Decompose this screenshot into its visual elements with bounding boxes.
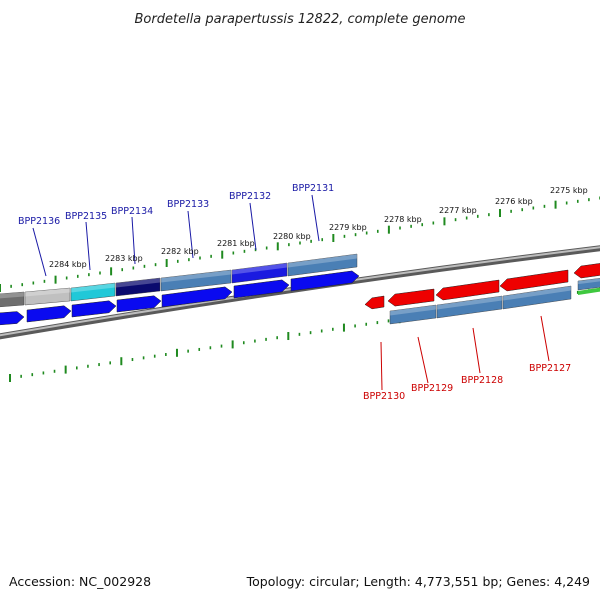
cog-bar-steel: [287, 253, 358, 277]
cog-bar-steel: [577, 278, 600, 291]
rev-gene-arrow: [499, 269, 569, 292]
cog-bar-silver-shine: [25, 288, 70, 297]
cog-bar-steel: [436, 295, 503, 319]
cog-bar-green: [578, 287, 600, 295]
cog-bar-steel-shine: [390, 305, 436, 316]
leader-line: [380, 341, 383, 391]
cog-bar-blue-shine: [232, 263, 287, 275]
cog-bar-blue: [231, 262, 288, 284]
gene-label-bpp2133: BPP2133: [167, 199, 209, 210]
gene-label-bpp2128: BPP2128: [461, 375, 503, 386]
fwd-gene-arrow: [161, 286, 233, 308]
kbp-label-2276: 2276 kbp: [495, 197, 533, 206]
kbp-label-2282: 2282 kbp: [161, 247, 199, 256]
rev-gene-arrow: [435, 279, 500, 301]
rev-gene-arrow: [364, 295, 385, 310]
kbp-label-2275: 2275 kbp: [550, 186, 588, 195]
gene-label-bpp2132: BPP2132: [229, 191, 271, 202]
cog-bar-steel-shine: [578, 278, 600, 285]
gene-label-bpp2129: BPP2129: [411, 383, 453, 394]
cog-bar-navy-shine: [116, 278, 160, 288]
gene-label-bpp2130: BPP2130: [363, 391, 405, 402]
map-title: Bordetella parapertussis 12822, complete…: [135, 12, 466, 27]
cog-bar-navy: [115, 277, 161, 297]
kbp-label-2277: 2277 kbp: [439, 206, 477, 215]
gene-track: [0, 263, 600, 326]
cog-bar-steel-shine: [437, 296, 502, 310]
kbp-label-2284: 2284 kbp: [49, 260, 87, 269]
outer-tick-ring: [0, 196, 600, 292]
cog-bar-steel: [502, 285, 572, 310]
kbp-label-2279: 2279 kbp: [329, 223, 367, 232]
rev-gene-arrow: [573, 263, 600, 279]
leader-line: [85, 221, 91, 271]
fwd-gene-arrow: [290, 270, 360, 292]
kbp-label-2283: 2283 kbp: [105, 254, 143, 263]
cog-bar-steel-shine: [288, 254, 357, 268]
cog-bar-cyan-shine: [71, 283, 115, 293]
cog-bar-gray-shine: [0, 292, 24, 299]
rev-gene-arrow: [387, 288, 435, 307]
kbp-label-2280: 2280 kbp: [273, 232, 311, 241]
cog-bar-cyan: [70, 282, 116, 302]
gene-label-bpp2136: BPP2136: [18, 216, 60, 227]
fwd-gene-arrow: [233, 279, 290, 299]
cog-bar-steel: [160, 269, 232, 292]
fwd-gene-arrow: [71, 300, 117, 318]
leader-line: [417, 336, 429, 384]
leader-line: [131, 216, 136, 265]
cog-bar-steel-shine: [503, 286, 571, 301]
gene-label-bpp2134: BPP2134: [111, 206, 153, 217]
gene-label-bpp2127: BPP2127: [529, 363, 571, 374]
gene-label-bpp2131: BPP2131: [292, 183, 334, 194]
cog-bar-silver: [24, 287, 71, 306]
fwd-gene-arrow: [116, 295, 162, 313]
cog-bar-steel-shine: [161, 270, 231, 283]
kbp-label-2278: 2278 kbp: [384, 215, 422, 224]
leader-line: [311, 194, 320, 242]
cog-bar-steel: [389, 304, 437, 325]
gene-label-leaders: [32, 194, 550, 391]
leader-line: [32, 227, 47, 277]
leader-line: [249, 202, 257, 251]
kbp-label-2281: 2281 kbp: [217, 239, 255, 248]
leader-line: [187, 210, 194, 259]
accession-text: Accession: NC_002928: [9, 574, 151, 589]
fwd-gene-arrow: [0, 311, 25, 326]
genome-summary-text: Topology: circular; Length: 4,773,551 bp…: [246, 574, 590, 589]
gene-label-bpp2135: BPP2135: [65, 211, 107, 222]
cog-category-track: [0, 253, 600, 325]
leader-line: [472, 327, 481, 374]
cog-bar-gray: [0, 291, 25, 308]
leader-line: [540, 315, 550, 362]
fwd-gene-arrow: [26, 305, 72, 323]
